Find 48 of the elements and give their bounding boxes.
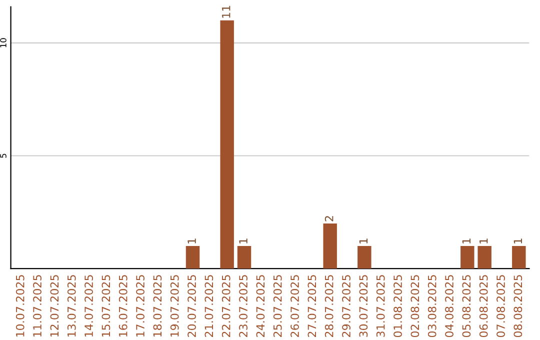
x-tick-label: 26.07.2025 (290, 275, 299, 337)
x-tick-label: 28.07.2025 (324, 275, 334, 337)
x-tick-label: 27.07.2025 (308, 275, 316, 337)
x-tick-label: 06.08.2025 (479, 275, 488, 338)
x-tick-label: 19.07.2025 (170, 275, 179, 337)
x-tick-label: 13.07.2025 (67, 275, 76, 337)
x-tick-label: 31.07.2025 (376, 275, 385, 337)
x-tick-label: 20.07.2025 (188, 275, 196, 337)
x-tick-label: 15.07.2025 (102, 275, 110, 337)
x-tick-label: 24.07.2025 (256, 275, 265, 337)
x-tick-label: 12.07.2025 (50, 275, 59, 337)
x-tick-label: 03.08.2025 (428, 275, 436, 338)
data-label: 1 (359, 238, 368, 244)
x-tick-label: 01.08.2025 (394, 275, 402, 338)
x-tick-label: 29.07.2025 (342, 275, 350, 337)
x-tick-label: 10.07.2025 (16, 275, 24, 337)
bar (220, 20, 234, 269)
bar (358, 246, 372, 269)
x-tick-label: 25.07.2025 (273, 275, 282, 337)
x-tick-label: 07.08.2025 (496, 275, 505, 338)
data-label: 1 (239, 238, 248, 244)
x-tick-label: 04.08.2025 (445, 275, 454, 338)
bar (323, 223, 337, 269)
x-tick-label: 21.07.2025 (204, 275, 214, 337)
y-tick-label: 5 (0, 154, 6, 158)
bar (186, 246, 200, 269)
x-tick-label: 05.08.2025 (462, 275, 471, 338)
data-label: 1 (480, 238, 488, 244)
bar (478, 246, 492, 269)
x-tick-label: 23.07.2025 (239, 275, 248, 337)
data-label: 1 (514, 238, 522, 244)
x-tick-label: 18.07.2025 (153, 275, 162, 337)
data-label: 2 (324, 216, 334, 222)
bar (237, 246, 252, 269)
x-tick-label: 30.07.2025 (359, 275, 368, 337)
x-tick-label: 22.07.2025 (222, 275, 230, 337)
bar (512, 246, 526, 269)
bar (460, 246, 474, 269)
data-label: 11 (222, 6, 230, 18)
x-tick-label: 17.07.2025 (136, 275, 144, 337)
y-tick-label: 10 (0, 38, 6, 48)
data-label: 1 (188, 238, 196, 244)
x-tick-label: 08.08.2025 (514, 275, 522, 338)
x-tick-label: 14.07.2025 (84, 275, 93, 337)
data-label: 1 (462, 238, 470, 244)
x-tick-label: 11.07.2025 (33, 275, 42, 337)
x-tick-label: 02.08.2025 (410, 275, 420, 338)
x-tick-label: 16.07.2025 (118, 275, 128, 337)
